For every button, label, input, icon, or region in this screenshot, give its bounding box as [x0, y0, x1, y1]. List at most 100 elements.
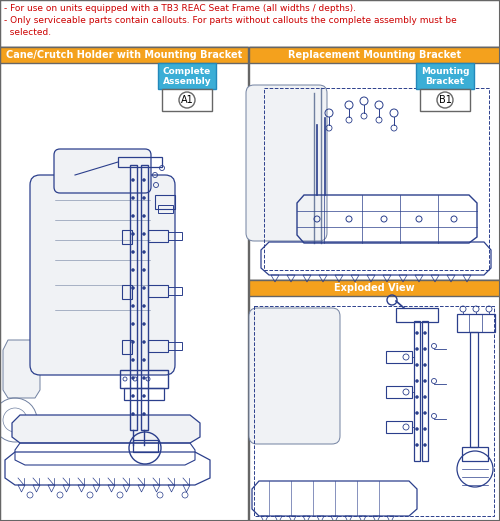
Bar: [254, 306, 494, 516]
Circle shape: [416, 412, 418, 415]
Bar: [122, 285, 132, 299]
Circle shape: [424, 379, 426, 382]
Circle shape: [142, 394, 146, 398]
Circle shape: [142, 251, 146, 254]
Bar: [148, 230, 168, 242]
FancyBboxPatch shape: [54, 149, 151, 193]
Bar: [168, 287, 182, 295]
Bar: [396, 308, 438, 322]
Polygon shape: [12, 415, 200, 443]
Circle shape: [132, 268, 134, 271]
Circle shape: [142, 179, 146, 181]
Circle shape: [179, 92, 195, 108]
Circle shape: [132, 377, 134, 379]
Circle shape: [142, 377, 146, 379]
Bar: [386, 386, 412, 398]
Bar: [470, 332, 478, 447]
Circle shape: [424, 348, 426, 351]
Bar: [386, 421, 412, 433]
Circle shape: [416, 331, 418, 334]
Circle shape: [132, 287, 134, 290]
Bar: [122, 340, 132, 354]
Circle shape: [132, 179, 134, 181]
Circle shape: [416, 379, 418, 382]
Bar: [264, 88, 489, 270]
Text: Assembly: Assembly: [162, 77, 212, 86]
Bar: [141, 165, 148, 430]
Circle shape: [416, 364, 418, 366]
Bar: [168, 232, 182, 240]
Text: B1: B1: [438, 95, 452, 105]
Circle shape: [132, 215, 134, 217]
Bar: [120, 370, 168, 388]
Text: - Only serviceable parts contain callouts. For parts without callouts the comple: - Only serviceable parts contain callout…: [4, 16, 457, 25]
Bar: [158, 205, 173, 213]
Circle shape: [416, 348, 418, 351]
Text: Exploded View: Exploded View: [334, 283, 415, 293]
Bar: [133, 440, 158, 452]
Circle shape: [416, 443, 418, 446]
Circle shape: [142, 287, 146, 290]
Bar: [249, 280, 500, 521]
Circle shape: [132, 196, 134, 200]
Text: Complete: Complete: [163, 67, 211, 76]
Circle shape: [142, 322, 146, 326]
Text: Cane/Crutch Holder with Mounting Bracket: Cane/Crutch Holder with Mounting Bracket: [6, 50, 242, 60]
Circle shape: [437, 92, 453, 108]
Bar: [249, 47, 500, 280]
Bar: [148, 285, 168, 297]
Circle shape: [132, 251, 134, 254]
Bar: [162, 89, 212, 111]
Circle shape: [142, 341, 146, 343]
FancyBboxPatch shape: [246, 85, 327, 241]
Bar: [422, 321, 428, 461]
Circle shape: [142, 196, 146, 200]
Circle shape: [132, 394, 134, 398]
Bar: [124, 388, 164, 400]
Bar: [462, 447, 488, 461]
Text: - For use on units equipped with a TB3 REAC Seat Frame (all widths / depths).: - For use on units equipped with a TB3 R…: [4, 4, 356, 13]
Bar: [130, 165, 137, 430]
Bar: [414, 321, 420, 461]
Circle shape: [142, 413, 146, 416]
Bar: [0, 0, 500, 47]
Bar: [118, 157, 162, 167]
Bar: [158, 63, 216, 89]
Circle shape: [424, 412, 426, 415]
Text: Mounting: Mounting: [421, 67, 469, 76]
Circle shape: [416, 395, 418, 399]
Bar: [416, 63, 474, 89]
Bar: [386, 351, 412, 363]
Bar: [420, 89, 470, 111]
Circle shape: [424, 395, 426, 399]
Bar: [0, 47, 248, 521]
Circle shape: [142, 268, 146, 271]
Circle shape: [132, 322, 134, 326]
Circle shape: [424, 443, 426, 446]
Bar: [0, 47, 248, 63]
Circle shape: [132, 341, 134, 343]
Circle shape: [132, 232, 134, 235]
Polygon shape: [3, 340, 40, 398]
Circle shape: [132, 413, 134, 416]
Bar: [457, 314, 495, 332]
Text: Replacement Mounting Bracket: Replacement Mounting Bracket: [288, 50, 461, 60]
Bar: [122, 230, 132, 244]
Bar: [249, 280, 500, 296]
Circle shape: [142, 215, 146, 217]
Text: Bracket: Bracket: [426, 77, 465, 86]
Circle shape: [142, 304, 146, 307]
Circle shape: [424, 331, 426, 334]
Bar: [155, 195, 175, 209]
Circle shape: [132, 358, 134, 362]
FancyBboxPatch shape: [249, 308, 340, 444]
Bar: [249, 47, 500, 63]
Bar: [168, 342, 182, 350]
Circle shape: [416, 428, 418, 430]
FancyBboxPatch shape: [30, 175, 175, 375]
Text: selected.: selected.: [4, 28, 51, 37]
Text: A1: A1: [180, 95, 194, 105]
Circle shape: [424, 364, 426, 366]
Bar: [148, 340, 168, 352]
Circle shape: [142, 232, 146, 235]
